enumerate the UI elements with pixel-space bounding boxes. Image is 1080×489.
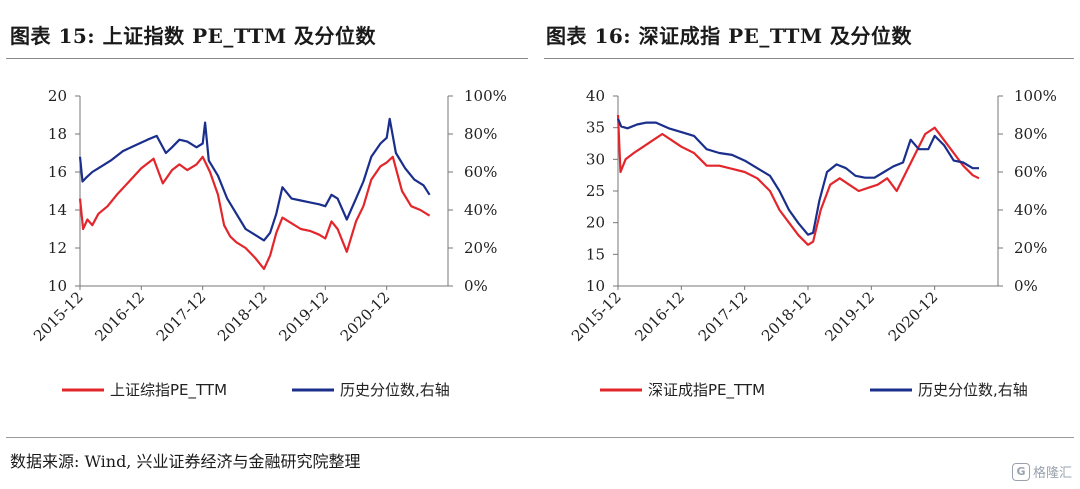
title-rule-right (544, 58, 1074, 59)
y-right-tick-label: 0% (1014, 277, 1038, 295)
y-left-tick-label: 16 (48, 163, 67, 181)
y-right-tick-label: 80% (464, 125, 497, 143)
y-left-tick-label: 30 (586, 150, 605, 168)
x-tick-label: 2015-12 (30, 288, 87, 345)
x-tick-label: 2018-12 (214, 288, 271, 345)
y-right-tick-label: 40% (464, 201, 497, 219)
watermark-text: 格隆汇 (1032, 466, 1072, 481)
y-left-tick-label: 20 (48, 87, 67, 105)
series-percentile-line (78, 117, 431, 242)
y-right-tick-label: 20% (464, 239, 497, 257)
footer-rule (6, 437, 1074, 438)
y-left-tick-label: 12 (48, 239, 67, 257)
watermark: G 格隆汇 (1011, 462, 1072, 481)
x-tick-label: 2017-12 (153, 288, 210, 345)
source-note: 数据来源: Wind, 兴业证券经济与金融研究院整理 (10, 452, 361, 471)
watermark-logo-icon: G (1011, 462, 1030, 481)
figure-16-title: 图表 16: 深证成指 PE_TTM 及分位数 (546, 24, 913, 48)
series-pe-ttm-line (78, 155, 431, 270)
x-tick-label: 2016-12 (631, 288, 688, 345)
legend-pe-label: 深证成指PE_TTM (648, 381, 765, 400)
x-tick-label: 2015-12 (568, 288, 625, 345)
series-percentile-line (616, 118, 979, 236)
legend-percentile-label: 历史分位数,右轴 (340, 381, 450, 399)
y-left-tick-label: 18 (48, 125, 67, 143)
x-tick-label: 2016-12 (91, 288, 148, 345)
y-left-tick-label: 14 (48, 201, 67, 219)
y-right-tick-label: 60% (1014, 163, 1047, 181)
y-right-tick-label: 0% (464, 277, 488, 295)
y-right-tick-label: 20% (1014, 239, 1047, 257)
x-tick-label: 2019-12 (275, 288, 332, 345)
y-left-tick-label: 10 (48, 277, 67, 295)
title-rule-left (6, 58, 528, 59)
x-tick-label: 2017-12 (695, 288, 752, 345)
y-left-tick-label: 25 (586, 182, 605, 200)
y-right-tick-label: 40% (1014, 201, 1047, 219)
x-tick-label: 2020-12 (337, 288, 394, 345)
y-left-tick-label: 35 (586, 119, 605, 137)
y-left-tick-label: 40 (586, 87, 605, 105)
x-tick-label: 2018-12 (758, 288, 815, 345)
y-right-tick-label: 80% (1014, 125, 1047, 143)
y-left-tick-label: 10 (586, 277, 605, 295)
x-tick-label: 2020-12 (885, 288, 942, 345)
series-pe-ttm-line (616, 114, 980, 246)
y-right-tick-label: 100% (464, 87, 507, 105)
y-left-tick-label: 20 (586, 214, 605, 232)
x-tick-label: 2019-12 (821, 288, 878, 345)
y-right-tick-label: 60% (464, 163, 497, 181)
y-left-tick-label: 15 (586, 245, 605, 263)
legend-pe-label: 上证综指PE_TTM (110, 381, 227, 400)
y-right-tick-label: 100% (1014, 87, 1057, 105)
figure-15-title: 图表 15: 上证指数 PE_TTM 及分位数 (10, 24, 377, 48)
legend-percentile-label: 历史分位数,右轴 (918, 381, 1028, 399)
